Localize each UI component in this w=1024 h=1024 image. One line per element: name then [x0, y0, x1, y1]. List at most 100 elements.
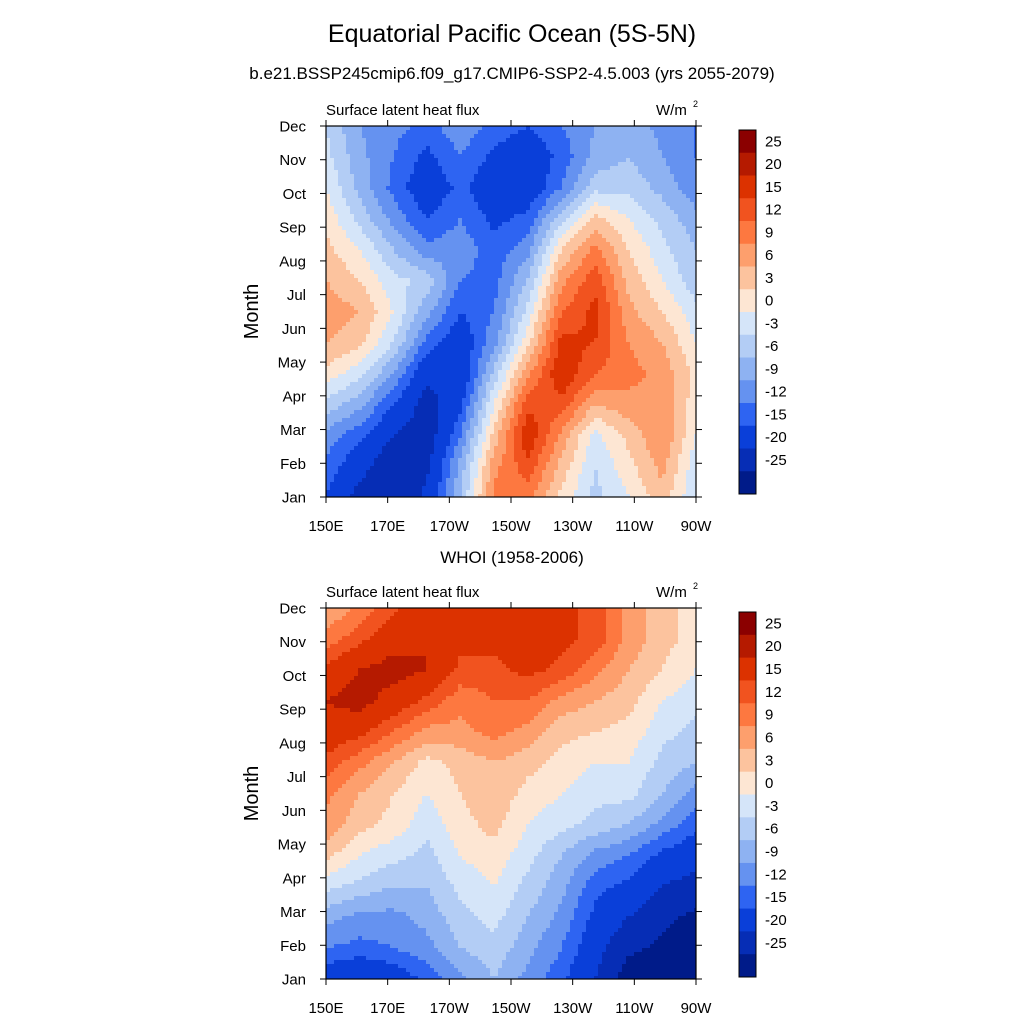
- heatmap-cell: [486, 154, 491, 159]
- heatmap-cell: [406, 270, 411, 275]
- heatmap-cell: [422, 298, 427, 303]
- heatmap-cell: [514, 134, 519, 139]
- heatmap-cell: [402, 294, 407, 299]
- heatmap-cell: [482, 310, 487, 315]
- heatmap-cell: [510, 206, 515, 211]
- heatmap-cell: [610, 298, 615, 303]
- heatmap-cell: [422, 334, 427, 339]
- heatmap-cell: [370, 278, 375, 283]
- heatmap-cell: [362, 254, 367, 259]
- heatmap-cell: [510, 170, 515, 175]
- heatmap-cell: [566, 190, 571, 195]
- heatmap-cell: [606, 146, 611, 151]
- heatmap-cell: [434, 158, 439, 163]
- heatmap-cell: [582, 182, 587, 187]
- heatmap-cell: [610, 318, 615, 323]
- heatmap-cell: [382, 326, 387, 331]
- heatmap-cell: [634, 202, 639, 207]
- heatmap-cell: [678, 138, 683, 143]
- heatmap-cell: [378, 158, 383, 163]
- heatmap-cell: [334, 210, 339, 215]
- heatmap-cell: [462, 278, 467, 283]
- heatmap-cell: [414, 186, 419, 191]
- heatmap-cell: [622, 142, 627, 147]
- heatmap-cell: [602, 282, 607, 287]
- heatmap-cell: [458, 322, 463, 327]
- heatmap-cell: [578, 310, 583, 315]
- panel1-title: b.e21.BSSP245cmip6.f09_g17.CMIP6-SSP2-4.…: [249, 64, 775, 83]
- heatmap-cell: [550, 286, 555, 291]
- heatmap-cell: [678, 254, 683, 259]
- heatmap-cell: [394, 146, 399, 151]
- heatmap-cell: [622, 210, 627, 215]
- heatmap-cell: [654, 166, 659, 171]
- heatmap-cell: [426, 170, 431, 175]
- heatmap-cell: [394, 170, 399, 175]
- heatmap-cell: [678, 166, 683, 171]
- heatmap-cell: [570, 166, 575, 171]
- heatmap-cell: [422, 206, 427, 211]
- heatmap-cell: [690, 238, 695, 243]
- heatmap-cell: [338, 170, 343, 175]
- heatmap-cell: [374, 250, 379, 255]
- heatmap-cell: [390, 178, 395, 183]
- heatmap-cell: [506, 126, 511, 131]
- heatmap-cell: [570, 310, 575, 315]
- heatmap-cell: [514, 266, 519, 271]
- heatmap-cell: [378, 174, 383, 179]
- heatmap-cell: [578, 338, 583, 343]
- heatmap-cell: [494, 134, 499, 139]
- heatmap-cell: [326, 270, 331, 275]
- heatmap-cell: [406, 194, 411, 199]
- heatmap-cell: [550, 218, 555, 223]
- heatmap-cell: [402, 326, 407, 331]
- heatmap-cell: [690, 154, 695, 159]
- heatmap-cell: [658, 310, 663, 315]
- heatmap-cell: [478, 154, 483, 159]
- heatmap-cell: [630, 330, 635, 335]
- heatmap-cell: [402, 302, 407, 307]
- heatmap-cell: [410, 210, 415, 215]
- heatmap-cell: [642, 262, 647, 267]
- heatmap-cell: [622, 154, 627, 159]
- heatmap-cell: [490, 222, 495, 227]
- heatmap-cell: [670, 142, 675, 147]
- heatmap-cell: [666, 306, 671, 311]
- heatmap-cell: [386, 218, 391, 223]
- heatmap-cell: [670, 130, 675, 135]
- heatmap-cell: [498, 238, 503, 243]
- heatmap-cell: [330, 138, 335, 143]
- heatmap-cell: [562, 194, 567, 199]
- heatmap-cell: [582, 246, 587, 251]
- heatmap-cell: [394, 250, 399, 255]
- heatmap-cell: [474, 282, 479, 287]
- heatmap-cell: [542, 314, 547, 319]
- heatmap-cell: [354, 230, 359, 235]
- heatmap-cell: [602, 182, 607, 187]
- heatmap-cell: [502, 146, 507, 151]
- heatmap-cell: [550, 310, 555, 315]
- heatmap-cell: [386, 222, 391, 227]
- heatmap-cell: [606, 286, 611, 291]
- heatmap-cell: [342, 250, 347, 255]
- heatmap-cell: [622, 306, 627, 311]
- heatmap-cell: [406, 206, 411, 211]
- heatmap-cell: [626, 154, 631, 159]
- heatmap-cell: [682, 170, 687, 175]
- heatmap-cell: [446, 302, 451, 307]
- heatmap-cell: [530, 154, 535, 159]
- heatmap-cell: [378, 298, 383, 303]
- heatmap-cell: [570, 274, 575, 279]
- heatmap-cell: [454, 270, 459, 275]
- heatmap-cell: [638, 130, 643, 135]
- heatmap-cell: [618, 134, 623, 139]
- heatmap-cell: [350, 198, 355, 203]
- heatmap-cell: [626, 254, 631, 259]
- heatmap-cell: [582, 134, 587, 139]
- heatmap-cell: [498, 218, 503, 223]
- heatmap-cell: [466, 330, 471, 335]
- heatmap-cell: [642, 130, 647, 135]
- heatmap-cell: [618, 302, 623, 307]
- heatmap-cell: [366, 246, 371, 251]
- heatmap-cell: [630, 266, 635, 271]
